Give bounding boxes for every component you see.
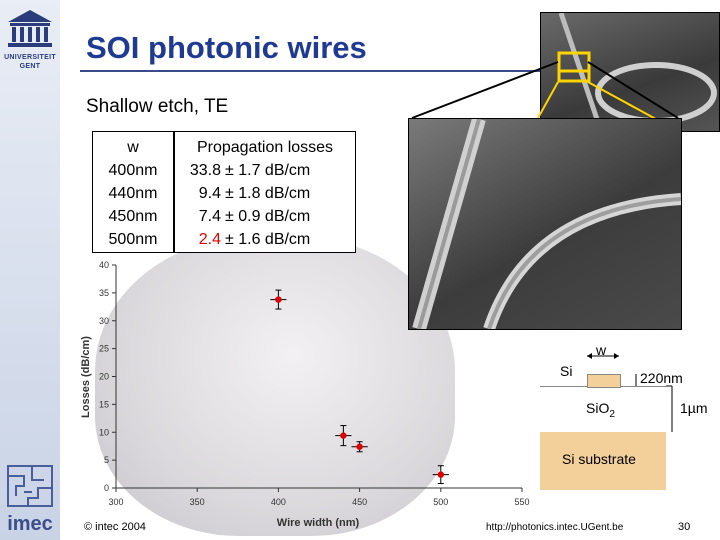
data-point — [275, 296, 282, 303]
oxide-layer — [540, 386, 666, 432]
title-rule — [80, 70, 720, 72]
label-1um: 1µm — [680, 400, 708, 416]
label-220nm: 220nm — [640, 370, 683, 386]
loss-error: ± 0.9 dB/cm — [225, 208, 311, 225]
y-tick-label: 30 — [99, 316, 109, 326]
sem-image-zoom — [408, 117, 682, 331]
row-w: 450nm — [108, 208, 158, 225]
x-tick-label: 300 — [108, 497, 123, 507]
page-number: 30 — [678, 521, 691, 533]
loss-value: 33.8 — [189, 162, 221, 179]
losses-column: Propagation losses 33.8 ± 1.7 dB/cm 9.4 … — [175, 136, 355, 251]
y-tick-label: 25 — [99, 344, 109, 354]
x-tick-label: 500 — [433, 497, 448, 507]
table-divider — [173, 132, 175, 252]
x-tick-label: 550 — [514, 497, 529, 507]
y-tick-label: 40 — [99, 260, 109, 270]
sem-image-overview — [540, 12, 720, 132]
substrate-layer — [540, 432, 666, 490]
label-substrate: Si substrate — [562, 451, 636, 467]
x-tick-label: 350 — [190, 497, 205, 507]
loss-value: 9.4 — [198, 185, 221, 202]
row-w: 500nm — [108, 231, 158, 248]
ugent-line2: GENT — [19, 63, 41, 70]
data-point — [340, 432, 347, 439]
table-row: 33.8 ± 1.7 dB/cm — [175, 159, 355, 182]
y-tick-label: 15 — [99, 399, 109, 409]
y-tick-label: 20 — [99, 372, 109, 382]
label-sio2: SiO2 — [586, 400, 615, 420]
data-point — [356, 443, 363, 450]
x-tick-label: 450 — [352, 497, 367, 507]
y-axis-label: Losses (dB/cm) — [80, 336, 92, 418]
footer-copyright: © intec 2004 — [84, 521, 146, 533]
x-axis-label: Wire width (nm) — [277, 517, 360, 529]
table-row: 7.4 ± 0.9 dB/cm — [175, 205, 355, 228]
slide-title: SOI photonic wires — [86, 30, 367, 65]
row-w: 400nm — [108, 162, 158, 179]
row-w: 440nm — [108, 185, 158, 202]
y-tick-label: 10 — [99, 427, 109, 437]
slide-subtitle: Shallow etch, TE — [86, 96, 229, 117]
university-building-icon — [8, 10, 52, 47]
ring-resonator-sem — [557, 12, 717, 132]
label-w: w — [596, 342, 607, 358]
diagram-annotations — [587, 353, 673, 432]
y-tick-label: 0 — [104, 483, 109, 493]
loss-error: ± 1.8 dB/cm — [225, 185, 311, 202]
y-tick-label: 35 — [99, 288, 109, 298]
losses-table: w 400nm 440nm 450nm 500nm Propagation lo… — [92, 131, 356, 253]
header-losses: Propagation losses — [196, 139, 334, 156]
table-row: 9.4 ± 1.8 dB/cm — [175, 182, 355, 205]
imec-wordmark: imec — [7, 513, 53, 535]
loss-value: 2.4 — [198, 231, 221, 248]
loss-error: ± 1.6 dB/cm — [225, 231, 311, 248]
data-point — [437, 471, 444, 478]
cross-section-diagram: w Si 220nm SiO2 1µm Si substrate — [540, 336, 720, 496]
footer-url[interactable]: http://photonics.intec.UGent.be — [486, 522, 624, 533]
wafer-photo — [95, 236, 455, 536]
y-tick-label: 5 — [104, 455, 109, 465]
loss-value: 7.4 — [198, 208, 221, 225]
imec-logo: imec — [4, 462, 56, 538]
ugent-line1: UNIVERSITEIT — [4, 54, 56, 61]
label-si: Si — [560, 363, 573, 379]
loss-error: ± 1.7 dB/cm — [225, 162, 311, 179]
header-w: w — [127, 139, 139, 156]
waveguide-sem — [412, 117, 682, 331]
ugent-logo: UNIVERSITEIT GENT — [2, 8, 58, 78]
table-row: 2.4 ± 1.6 dB/cm — [175, 228, 355, 251]
sidebar: UNIVERSITEIT GENT imec — [0, 0, 60, 540]
waveguide-core — [587, 374, 621, 388]
plot-area: 300 350 400 450 500 550 0 5 10 15 20 25 30 35 40 — [99, 260, 530, 507]
imec-maze-icon — [7, 465, 53, 507]
x-tick-label: 400 — [271, 497, 286, 507]
width-column: w 400nm 440nm 450nm 500nm — [93, 136, 173, 251]
